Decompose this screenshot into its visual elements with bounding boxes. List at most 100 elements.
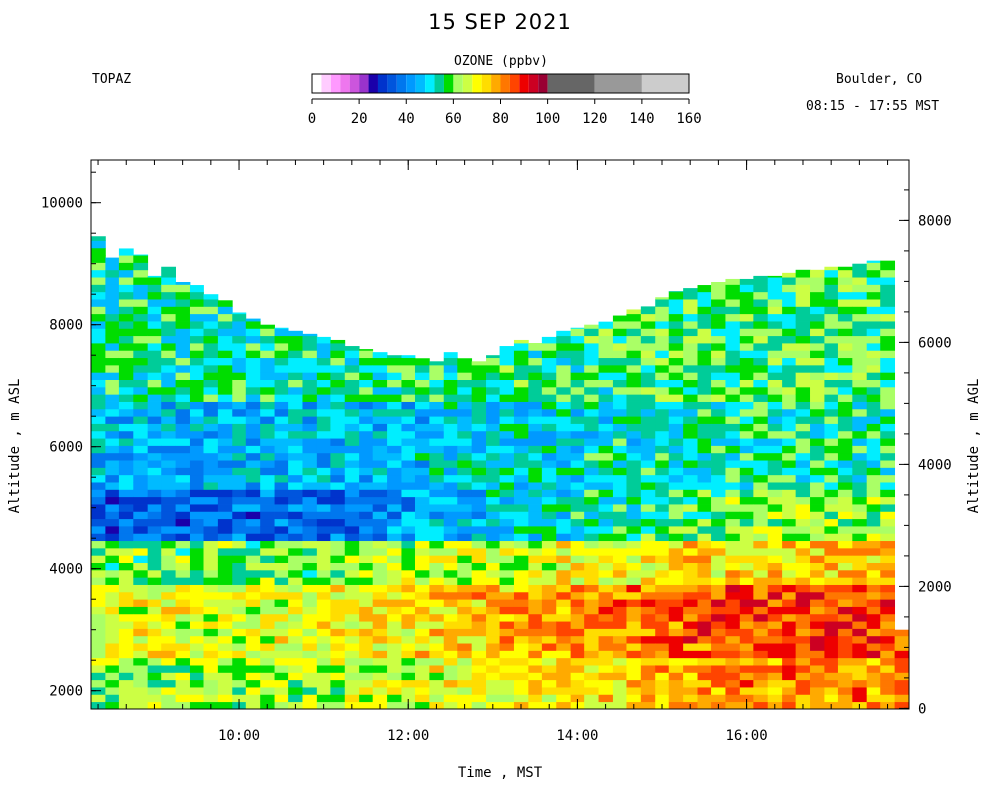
- ozone-cell: [711, 438, 726, 446]
- ozone-cell: [401, 569, 416, 578]
- ozone-cell: [837, 518, 853, 527]
- ozone-cell: [598, 350, 614, 359]
- ozone-cell: [683, 401, 698, 410]
- ozone-cell: [824, 613, 839, 622]
- ozone-cell: [725, 430, 741, 439]
- ozone-cell: [245, 343, 261, 351]
- ozone-cell: [457, 372, 473, 380]
- ozone-cell: [133, 430, 149, 439]
- ozone-cell: [91, 438, 106, 446]
- ozone-cell: [105, 672, 120, 681]
- ozone-cell: [147, 665, 162, 673]
- ozone-cell: [288, 555, 303, 563]
- ozone-cell: [330, 540, 346, 549]
- ozone-cell: [344, 452, 360, 461]
- ozone-cell: [486, 672, 500, 681]
- ozone-cell: [203, 489, 219, 498]
- ozone-cell: [105, 643, 120, 651]
- ozone-cell: [711, 306, 726, 315]
- ozone-cell: [133, 284, 149, 293]
- ozone-cell: [866, 562, 881, 571]
- ozone-cell: [161, 357, 176, 366]
- ozone-cell: [274, 672, 289, 681]
- ozone-cell: [795, 379, 811, 388]
- ozone-cell: [837, 423, 853, 432]
- ozone-cell: [414, 613, 430, 622]
- ozone-cell: [344, 511, 360, 520]
- ozone-cell: [795, 357, 811, 366]
- ozone-cell: [359, 533, 374, 542]
- ozone-cell: [640, 679, 656, 688]
- ozone-cell: [612, 496, 627, 505]
- ozone-cell: [683, 364, 698, 373]
- ozone-cell: [795, 474, 811, 483]
- ozone-cell: [401, 621, 416, 629]
- ozone-cell: [387, 613, 402, 622]
- ozone-cell: [147, 372, 162, 380]
- ozone-cell: [767, 547, 783, 556]
- ozone-cell: [147, 328, 162, 337]
- ozone-cell: [359, 482, 374, 490]
- ozone-cell: [401, 394, 416, 402]
- ozone-cell: [739, 408, 754, 417]
- ozone-cell: [866, 569, 881, 578]
- ozone-cell: [683, 496, 698, 505]
- ozone-cell: [866, 321, 881, 329]
- ozone-cell: [105, 569, 120, 578]
- ozone-cell: [837, 628, 853, 637]
- ozone-cell: [767, 665, 783, 673]
- ozone-cell: [118, 621, 134, 629]
- ozone-cell: [161, 328, 176, 337]
- ozone-cell: [640, 343, 656, 351]
- ozone-cell: [866, 372, 881, 380]
- ozone-cell: [387, 460, 402, 468]
- ozone-cell: [499, 474, 515, 483]
- ozone-cell: [217, 496, 233, 505]
- ozone-cell: [556, 701, 572, 710]
- ozone-cell: [316, 379, 331, 388]
- ozone-cell: [260, 489, 275, 498]
- ozone-cell: [612, 379, 627, 388]
- ozone-cell: [189, 401, 204, 410]
- ozone-cell: [612, 430, 627, 439]
- ozone-cell: [260, 672, 275, 681]
- colorbar-swatch-6: [368, 74, 378, 93]
- ozone-cell: [457, 562, 473, 571]
- ozone-cell: [556, 460, 572, 468]
- ozone-cell: [175, 672, 191, 681]
- ozone-cell: [344, 643, 360, 651]
- ozone-cell: [866, 679, 881, 688]
- ozone-cell: [232, 312, 247, 315]
- ozone-cell: [570, 635, 585, 644]
- ozone-cell: [105, 591, 120, 600]
- ozone-cell: [584, 335, 599, 344]
- ozone-cell: [471, 540, 487, 549]
- ozone-cell: [316, 401, 331, 410]
- ozone-cell: [499, 679, 515, 688]
- ozone-cell: [118, 606, 134, 615]
- ozone-cell: [570, 584, 585, 593]
- ozone-cell: [118, 489, 134, 498]
- ozone-cell: [316, 445, 331, 454]
- ozone-cell: [359, 628, 374, 637]
- ozone-cell: [401, 657, 416, 666]
- ozone-cell: [457, 416, 473, 424]
- ozone-cell: [683, 613, 698, 622]
- ozone-cell: [528, 599, 543, 607]
- ozone-cell: [767, 379, 783, 388]
- ozone-cell: [837, 313, 853, 322]
- ozone-cell: [513, 621, 529, 629]
- ozone-cell: [217, 687, 233, 695]
- ozone-cell: [288, 547, 303, 556]
- ozone-cell: [556, 511, 572, 520]
- ozone-cell: [556, 496, 572, 505]
- ozone-cell: [245, 526, 261, 534]
- ozone-cell: [753, 643, 769, 651]
- ozone-cell: [91, 504, 106, 512]
- y-axis-left-label: Altitude , m ASL: [7, 379, 23, 514]
- ozone-cell: [880, 628, 896, 637]
- ozone-cell: [118, 452, 134, 461]
- ozone-cell: [414, 533, 430, 542]
- ozone-cell: [598, 335, 614, 344]
- ozone-cell: [443, 672, 458, 681]
